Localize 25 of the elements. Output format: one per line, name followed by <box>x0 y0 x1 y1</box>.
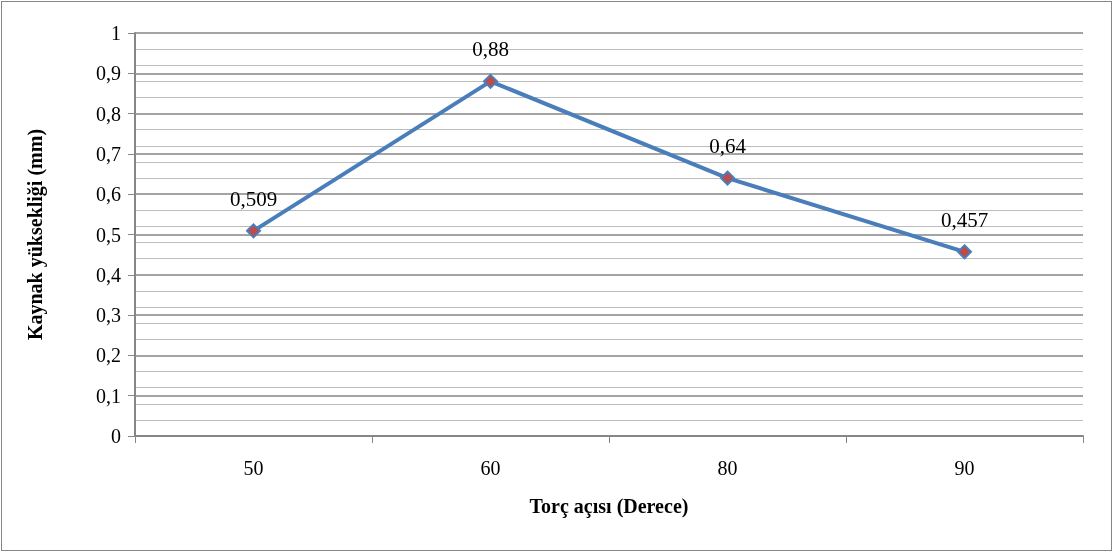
point <box>957 244 972 260</box>
y-tick-label: 0,1 <box>96 384 121 407</box>
data-label: 0,509 <box>229 186 278 211</box>
y-tick-label: 0,8 <box>96 102 121 125</box>
x-tick-label: 80 <box>717 457 738 479</box>
data-label: 0,64 <box>709 134 747 159</box>
y-tick-label: 1 <box>111 22 121 44</box>
y-tick-label: 0,3 <box>96 304 121 327</box>
x-axis-title: Torç açısı (Derece) <box>529 495 689 518</box>
x-tick-label: 50 <box>243 457 264 479</box>
y-tick-label: 0 <box>111 425 121 447</box>
point <box>720 170 735 186</box>
y-tick-label: 0,9 <box>96 62 121 85</box>
y-tick-label: 0,4 <box>96 263 121 286</box>
y-tick-label: 0,5 <box>96 223 121 246</box>
data-label: 0,457 <box>940 207 989 232</box>
y-tick-label: 0,2 <box>96 344 121 367</box>
x-tick-label: 60 <box>480 457 501 479</box>
y-tick-label: 0,7 <box>96 142 121 165</box>
point <box>483 73 498 89</box>
x-tick-label: 90 <box>954 457 975 479</box>
y-tick-label: 0,6 <box>96 183 121 206</box>
point <box>246 223 261 239</box>
data-label: 0,88 <box>472 37 509 62</box>
y-axis-title: Kaynak yüksekliği (mm) <box>24 128 47 341</box>
